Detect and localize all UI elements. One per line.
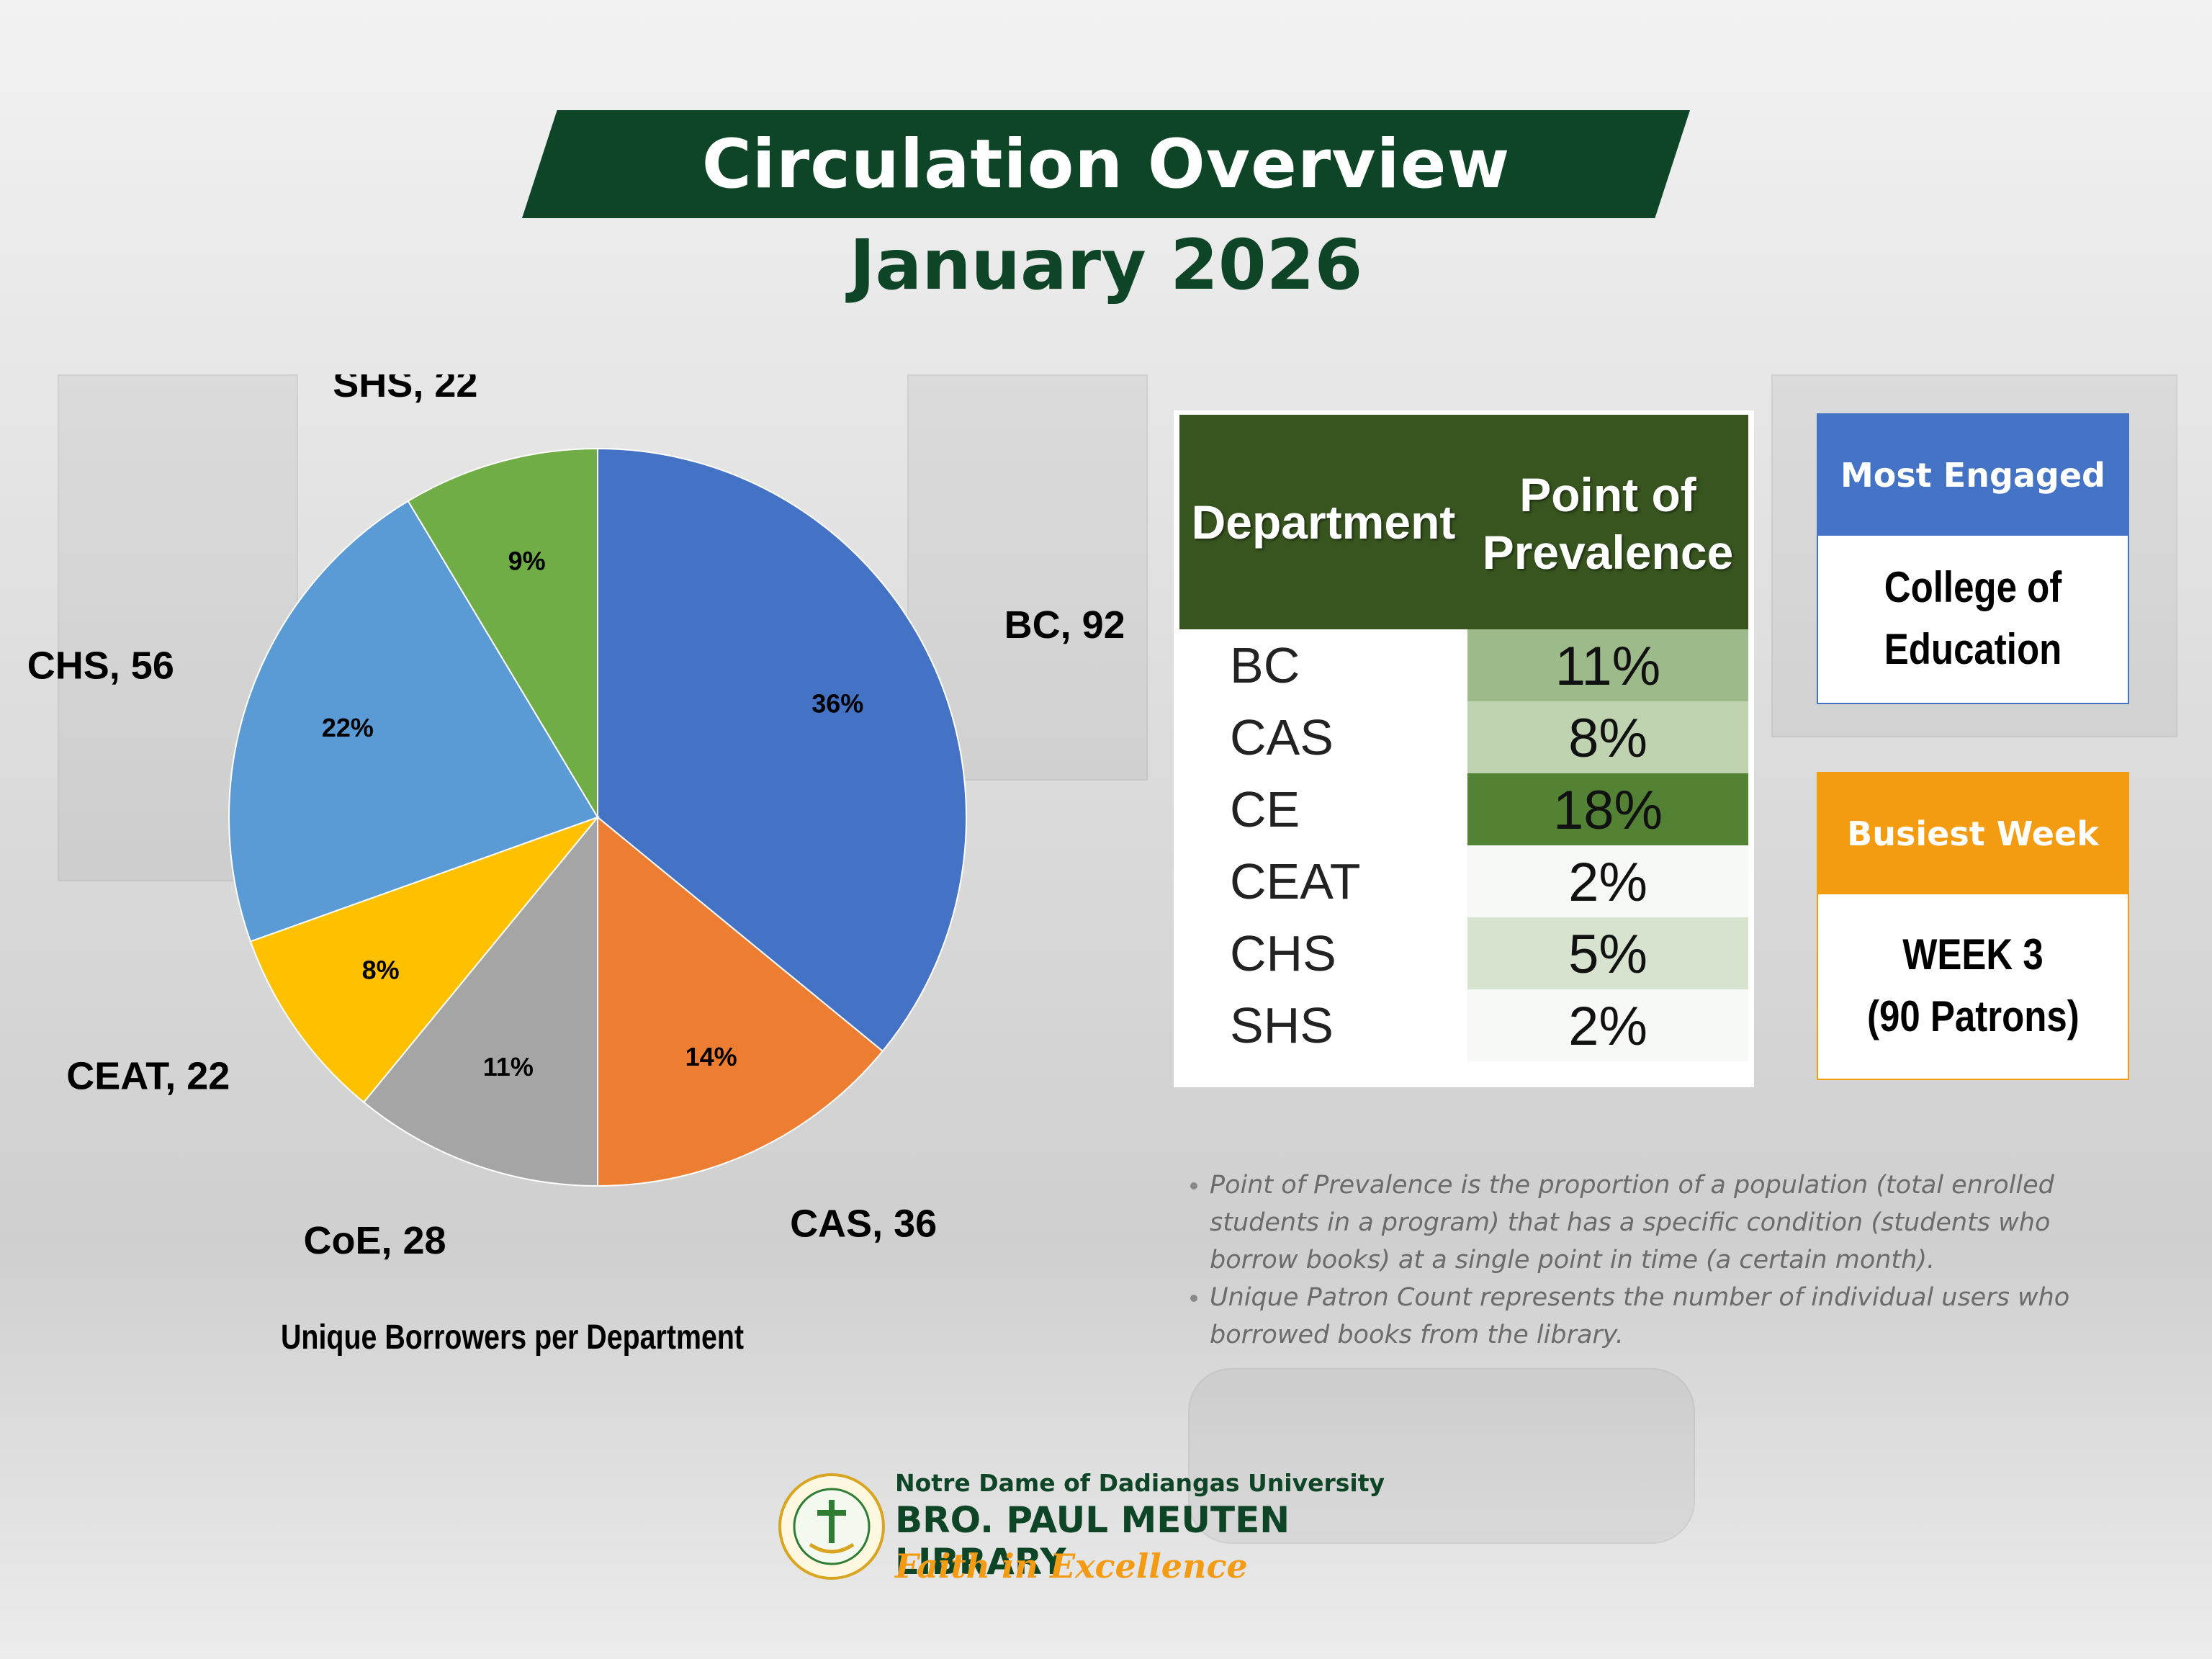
pie-percent-label: 14% xyxy=(685,1042,737,1071)
most-engaged-card: Most Engaged College of Education xyxy=(1817,413,2129,704)
row-department: CHS xyxy=(1230,925,1336,981)
pie-percent-label: 9% xyxy=(508,547,546,576)
table-row: SHS 2% xyxy=(1179,989,1748,1061)
row-prevalence: 2% xyxy=(1467,989,1748,1061)
title-banner: Circulation Overview xyxy=(522,110,1690,218)
busiest-week-line2: (90 Patrons) xyxy=(1866,992,2080,1040)
most-engaged-line1: College of xyxy=(1884,563,2062,611)
motto: Faith in Excellence xyxy=(895,1547,1248,1586)
pie-category-label: BC, 92 xyxy=(1004,603,1123,647)
footnotes: Point of Prevalence is the proportion of… xyxy=(1174,1166,2095,1354)
table-row: CAS 8% xyxy=(1179,701,1748,773)
footer-branding: Notre Dame of Dadiangas University BRO. … xyxy=(778,1469,1440,1599)
most-engaged-line2: Education xyxy=(1884,625,2062,673)
busiest-week-card: Busiest Week WEEK 3 (90 Patrons) xyxy=(1817,772,2129,1080)
row-department: CEAT xyxy=(1230,853,1361,909)
row-prevalence: 18% xyxy=(1467,773,1748,845)
pie-category-label: CHS, 56 xyxy=(27,644,174,688)
column-header-prevalence: Prevalence xyxy=(1482,526,1734,579)
column-header-point-of: Point of xyxy=(1519,468,1696,521)
pie-slice-bc xyxy=(597,447,967,1053)
most-engaged-label: Most Engaged xyxy=(1818,415,2128,536)
pie-slice-chs xyxy=(228,500,599,943)
library-name: BRO. PAUL MEUTEN LIBRARY xyxy=(895,1499,1290,1583)
university-name: Notre Dame of Dadiangas University xyxy=(895,1469,1385,1497)
table-header: Department Point of Prevalence xyxy=(1179,415,1748,629)
university-seal-icon xyxy=(778,1473,885,1580)
pie-category-label: CAS, 36 xyxy=(790,1202,937,1246)
background-couch xyxy=(1188,1368,1695,1544)
pie-percent-labels: 36% 14% 11% 8% 22% 9% xyxy=(322,547,863,1082)
page-subtitle: January 2026 xyxy=(849,225,1363,305)
pie-slice-shs xyxy=(407,447,598,820)
note-item: Unique Patron Count represents the numbe… xyxy=(1210,1279,2095,1354)
table-row: BC 11% xyxy=(1179,629,1748,701)
note-item: Point of Prevalence is the proportion of… xyxy=(1210,1166,2095,1279)
pie-chart: 36% 14% 11% 8% 22% 9% BC, 92 CAS, 36 CoE, 28 CEA… xyxy=(27,374,1123,1262)
row-prevalence: 11% xyxy=(1467,629,1748,701)
busiest-week-label: Busiest Week xyxy=(1818,773,2128,894)
pie-percent-label: 22% xyxy=(322,713,374,742)
row-prevalence: 2% xyxy=(1467,845,1748,917)
row-department: CE xyxy=(1230,781,1300,837)
page-title: Circulation Overview xyxy=(701,125,1511,204)
row-department: CAS xyxy=(1230,709,1334,765)
prevalence-table: Department Point of Prevalence BC 11% CA… xyxy=(1174,410,1754,1087)
pie-slice-coe xyxy=(362,815,598,1187)
pie-category-label: CoE, 28 xyxy=(303,1219,446,1262)
pie-category-label: CEAT, 22 xyxy=(66,1055,230,1098)
busiest-week-line1: WEEK 3 xyxy=(1902,930,2044,979)
column-header-department: Department xyxy=(1191,495,1456,549)
pie-percent-label: 36% xyxy=(811,688,863,718)
table-row: CE 18% xyxy=(1179,773,1748,845)
table-row: CEAT 2% xyxy=(1179,845,1748,917)
row-department: BC xyxy=(1230,637,1300,693)
row-prevalence: 8% xyxy=(1467,701,1748,773)
chart-caption: Unique Borrowers per Department xyxy=(281,1318,745,1357)
pie-category-labels: BC, 92 CAS, 36 CoE, 28 CEAT, 22 CHS, 56 SHS, … xyxy=(27,374,1123,1262)
most-engaged-value: College of Education xyxy=(1818,536,2128,701)
pie-slice-ceat xyxy=(249,815,601,1104)
pie-slices xyxy=(228,447,967,1187)
busiest-week-value: WEEK 3 (90 Patrons) xyxy=(1818,894,2128,1077)
pie-slice-cas xyxy=(597,815,884,1187)
row-department: SHS xyxy=(1230,997,1334,1053)
pie-category-label: SHS, 22 xyxy=(333,374,477,405)
pie-percent-label: 8% xyxy=(362,955,400,984)
pie-percent-label: 11% xyxy=(483,1052,534,1082)
row-prevalence: 5% xyxy=(1467,917,1748,989)
table-row: CHS 5% xyxy=(1179,917,1748,989)
